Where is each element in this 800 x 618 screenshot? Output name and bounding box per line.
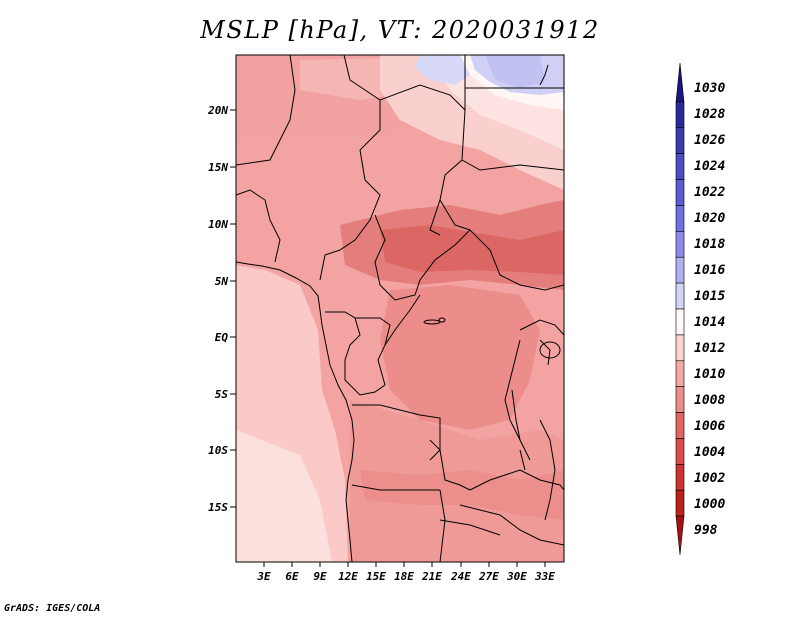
colorbar-label: 1024 [694,159,725,174]
lat-label: EQ [215,331,229,344]
colorbar-label: 1006 [694,419,725,434]
lon-label: 12E [338,570,358,583]
colorbar-label: 1010 [694,367,725,382]
lakes [423,64,561,471]
lat-label: 10S [208,444,228,457]
lon-label: 9E [313,570,327,583]
colorbar-swatch [675,489,685,517]
colorbar-label: 1026 [694,133,725,148]
lat-label: 5N [215,275,229,288]
map-frame [235,54,565,563]
lat-label: 20N [207,104,228,117]
colorbar-label: 1015 [694,289,725,304]
colorbar-label: 1004 [694,445,725,460]
lon-label: 6E [285,570,299,583]
colorbar-swatch [675,334,685,362]
lon-label: 3E [256,570,271,583]
lon-label: 15E [366,570,386,583]
colorbar-label: 1030 [694,81,725,96]
colorbar-label: 998 [694,523,718,538]
colorbar-label: 1002 [694,471,725,486]
colorbar: 1030 1028 1026 1024 1022 1020 1018 1016 1015 1014… [675,62,725,556]
longitude-labels: 3E 6E 9E 12E 15E 18E 21E 24E 27E 30E 33E [256,570,555,583]
chart-title: MSLP [hPa], VT: 2020031912 [200,16,600,44]
colorbar-label: 1022 [694,185,725,200]
colorbar-swatch [675,153,685,180]
colorbar-label: 1012 [694,341,725,356]
colorbar-label: 1008 [694,393,725,408]
lon-label: 21E [421,570,442,583]
colorbar-swatch [675,308,685,336]
latitude-labels: 20N 15N 10N 5N EQ 5S 10S 15S [207,104,228,514]
colorbar-swatch [675,256,685,284]
colorbar-swatch [675,205,685,232]
colorbar-swatch [675,231,685,258]
lon-label: 33E [534,570,555,583]
colorbar-swatch [675,179,685,206]
lat-label: 5S [215,388,229,401]
colorbar-swatch [675,360,685,387]
lon-label: 18E [394,570,414,583]
colorbar-label: 1016 [694,263,725,278]
lon-label: 24E [450,570,471,583]
colorbar-label: 1000 [694,497,725,512]
colorbar-swatch [675,101,685,129]
lon-label: 30E [506,570,527,583]
lon-label: 27E [478,570,499,583]
colorbar-swatch [675,515,685,556]
colorbar-swatch [675,438,685,465]
lat-label: 15S [208,501,228,514]
lat-label: 15N [208,161,228,174]
colorbar-swatch [675,282,685,310]
colorbar-swatch [675,62,685,103]
colorbar-swatch [675,386,685,413]
colorbar-swatch [675,464,685,491]
colorbar-label: 1018 [694,237,725,252]
grads-credit: GrADS: IGES/COLA [4,603,101,614]
colorbar-label: 1020 [694,211,725,226]
country-borders [236,55,564,562]
lat-label: 10N [208,218,228,231]
colorbar-swatch [675,127,685,154]
colorbar-swatch [675,412,685,439]
colorbar-label: 1028 [694,107,725,122]
colorbar-label: 1014 [694,315,725,330]
pressure-field [236,55,564,562]
